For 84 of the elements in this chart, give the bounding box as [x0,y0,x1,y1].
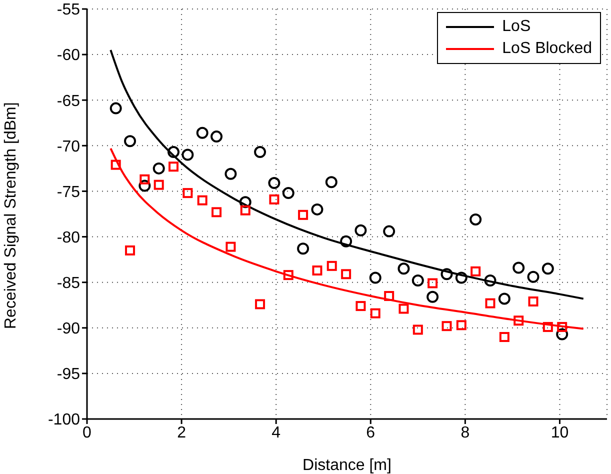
y-tick-label: -60 [56,47,80,64]
point [152,162,165,174]
point [383,225,396,238]
point [354,224,367,236]
legend-label: LoS Blocked [502,39,592,59]
point [470,266,481,276]
point [485,298,496,308]
point [426,290,439,303]
point [512,262,525,274]
point [498,292,510,305]
point [168,146,180,158]
point [369,272,382,284]
point [125,245,136,256]
point [542,322,553,332]
point [440,268,453,280]
point [110,160,121,170]
point [398,262,410,275]
point [340,235,352,248]
point [556,328,568,340]
point [254,146,266,158]
point [268,177,280,190]
point [398,304,409,314]
point [470,213,482,226]
x-tick-label: 0 [82,424,92,442]
point [283,270,294,280]
point [412,324,423,335]
point [210,130,223,143]
point [325,176,338,188]
point [168,162,179,172]
y-tick-label: -70 [56,138,80,156]
y-tick-label: -75 [56,184,80,201]
point [239,196,252,208]
point [326,260,337,271]
y-tick-label: -90 [56,320,80,338]
y-tick-label: -95 [56,366,80,384]
point [182,148,194,161]
point [527,270,540,283]
point [514,316,524,326]
y-tick-label: -100 [48,412,80,429]
point [124,135,136,148]
point [311,203,324,216]
point [297,242,310,255]
y-tick-label: -80 [56,229,80,246]
point [110,102,122,114]
x-tick-label: 6 [366,424,376,442]
point [212,207,222,218]
point [456,320,466,330]
point [224,168,237,180]
point [282,187,294,200]
x-axis-title: Distance [m] [302,457,392,474]
point [412,274,424,287]
point [428,278,438,288]
point [196,126,208,139]
x-tick-label: 4 [272,424,281,442]
point [499,332,510,342]
y-tick-label: -85 [56,275,80,292]
x-tick-label: 8 [460,424,470,442]
point [269,194,280,204]
point [240,205,250,216]
point [528,296,538,306]
point [140,174,150,184]
point [312,265,322,276]
point [138,180,151,192]
point [182,188,193,198]
point [370,308,380,318]
point [442,321,452,332]
y-tick-label: -65 [56,92,80,110]
point [226,242,236,252]
point [384,291,394,301]
point [542,262,554,275]
point [356,301,366,312]
x-tick-label: 10 [550,424,569,442]
point [484,274,496,287]
point [255,299,266,310]
point [557,322,568,332]
point [197,195,208,206]
x-tick-label: 2 [177,424,186,442]
point [298,210,308,220]
legend-label: LoS [502,17,531,37]
point [341,269,352,280]
y-axis-title: Received Signal Strength [dBm] [2,102,20,329]
y-tick-label: -55 [56,2,80,19]
point [154,180,164,190]
point [455,272,468,284]
